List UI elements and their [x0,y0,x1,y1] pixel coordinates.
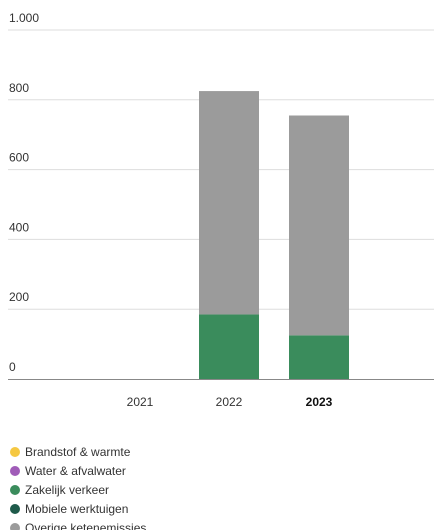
axes: 0 200 400 600 800 1.000 2021 2022 2023 [8,11,434,409]
bar-2023-zakelijk-verkeer [289,335,349,379]
legend-label: Brandstof & warmte [25,444,131,459]
x-tick-label: 2021 [127,395,154,409]
legend-swatch [10,446,20,457]
stacked-bar-chart: 0 200 400 600 800 1.000 2021 2022 2023 [8,11,434,409]
legend-swatch [10,503,20,514]
legend-swatch [10,484,20,495]
y-tick-label: 400 [9,220,29,234]
legend-item: Zakelijk verkeer [10,480,146,499]
x-tick-label: 2023 [306,395,333,409]
bar-2022-zakelijk-verkeer [199,314,259,379]
y-tick-label: 200 [9,290,29,304]
bars [199,91,349,379]
legend-label: Water & afvalwater [25,463,126,478]
bar-2023-overige-ketenemissies [289,115,349,336]
bar-2022-overige-ketenemissies [199,91,259,315]
legend-swatch [10,522,20,530]
legend-label: Overige ketenemissies [25,520,147,530]
legend-item: Brandstof & warmte [10,442,146,461]
y-tick-label: 1.000 [9,11,39,25]
legend-item: Mobiele werktuigen [10,499,146,518]
x-tick-label: 2022 [216,395,243,409]
legend-swatch [10,465,20,476]
legend-item: Water & afvalwater [10,461,146,480]
legend-item: Overige ketenemissies [10,518,146,530]
legend-label: Zakelijk verkeer [25,482,110,497]
legend: Brandstof & warmte Water & afvalwater Zake… [10,442,146,530]
y-tick-label: 800 [9,81,29,95]
y-tick-label: 0 [9,360,16,374]
y-tick-label: 600 [9,151,29,165]
legend-label: Mobiele werktuigen [25,501,129,516]
